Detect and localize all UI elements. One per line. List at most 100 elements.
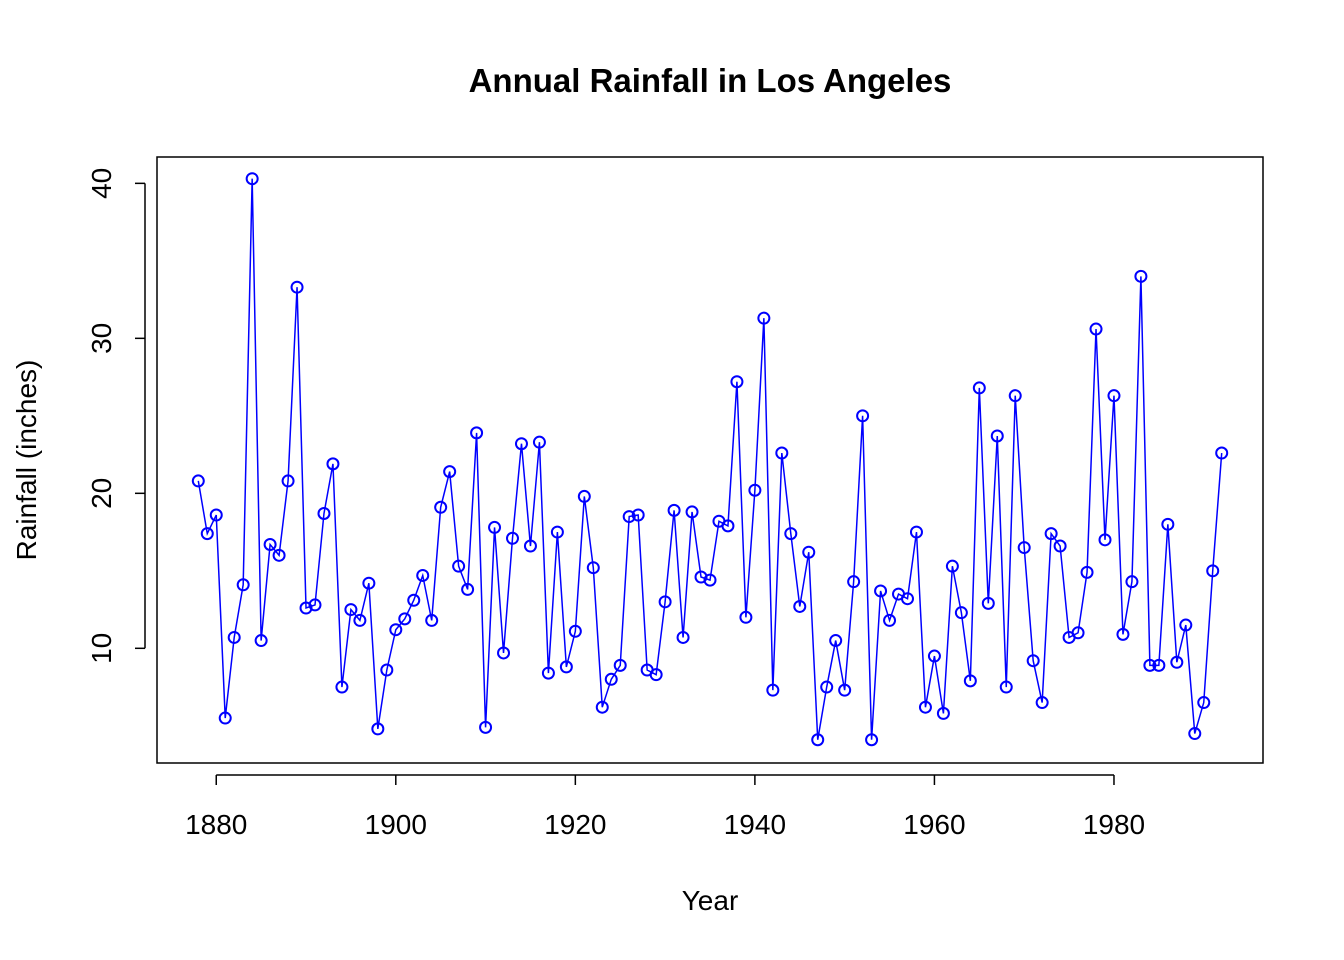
data-point	[883, 613, 897, 627]
x-tick-label: 1960	[903, 809, 965, 840]
data-point	[1080, 565, 1094, 579]
data-point	[1206, 564, 1220, 578]
data-point	[470, 426, 484, 440]
data-point	[380, 663, 394, 677]
data-point	[775, 446, 789, 460]
data-point	[595, 700, 609, 714]
data-point	[829, 634, 843, 648]
series-line	[197, 178, 1223, 740]
y-tick-label: 30	[86, 323, 117, 354]
data-point	[335, 680, 349, 694]
data-point	[784, 527, 798, 541]
data-point	[568, 624, 582, 638]
data-point	[1116, 627, 1130, 641]
data-point	[461, 582, 475, 596]
data-point	[479, 720, 493, 734]
data-point	[685, 505, 699, 519]
data-point	[1089, 322, 1103, 336]
data-point	[523, 539, 537, 553]
data-point	[353, 613, 367, 627]
data-point	[200, 527, 214, 541]
data-point	[1017, 541, 1031, 555]
data-point	[721, 519, 735, 533]
data-point	[1125, 575, 1139, 589]
x-axis: 1880 1900 1920 1940 1960 1980	[185, 774, 1145, 840]
data-point	[658, 595, 672, 609]
data-point	[577, 489, 591, 503]
x-tick-label: 1980	[1083, 809, 1145, 840]
data-point	[209, 508, 223, 522]
data-point	[676, 630, 690, 644]
data-point	[398, 612, 412, 626]
data-point	[586, 561, 600, 575]
data-point	[927, 649, 941, 663]
data-point	[631, 508, 645, 522]
chart-title: Annual Rainfall in Los Angeles	[469, 62, 952, 99]
data-point	[254, 634, 268, 648]
data-point	[1026, 654, 1040, 668]
data-point	[730, 375, 744, 389]
data-point	[945, 559, 959, 573]
data-point	[1071, 626, 1085, 640]
data-point	[703, 573, 717, 587]
data-point	[757, 311, 771, 325]
data-point	[227, 630, 241, 644]
data-point	[407, 593, 421, 607]
data-point	[452, 559, 466, 573]
data-point	[416, 568, 430, 582]
data-point	[901, 592, 914, 606]
data-point	[541, 666, 555, 680]
data-point	[263, 537, 277, 551]
data-point	[362, 576, 376, 590]
data-point	[838, 683, 852, 697]
data-point	[1044, 527, 1058, 541]
data-point	[1188, 727, 1202, 741]
y-tick-label: 10	[86, 633, 117, 664]
data-point	[936, 706, 950, 720]
data-point	[1035, 696, 1049, 710]
data-point	[550, 525, 564, 539]
data-point	[739, 610, 753, 624]
data-point	[1161, 517, 1175, 531]
data-point	[434, 500, 448, 514]
data-point	[999, 680, 1013, 694]
data-point	[317, 506, 331, 520]
data-point	[326, 457, 340, 471]
data-point	[344, 603, 358, 617]
data-point	[488, 520, 502, 534]
y-axis-label: Rainfall (inches)	[11, 360, 42, 561]
data-point	[1107, 389, 1121, 403]
data-point	[649, 668, 663, 682]
data-point	[1170, 655, 1184, 669]
data-point	[532, 435, 546, 449]
data-point	[308, 598, 322, 612]
plot-frame	[156, 156, 1264, 764]
data-point	[290, 280, 304, 294]
data-point	[909, 525, 923, 539]
data-point	[1008, 389, 1022, 403]
data-point	[856, 409, 870, 423]
data-point	[389, 623, 403, 637]
data-point	[497, 646, 511, 660]
data-point	[667, 503, 681, 517]
data-point	[918, 700, 932, 714]
data-point	[218, 711, 232, 725]
data-point	[972, 381, 986, 395]
data-point	[281, 474, 295, 488]
x-axis-label: Year	[682, 885, 739, 916]
data-point	[981, 596, 995, 610]
y-axis: 10 20 30 40	[86, 168, 146, 664]
data-point	[1215, 446, 1229, 460]
data-point	[1053, 539, 1067, 553]
x-tick-label: 1940	[724, 809, 786, 840]
data-point	[963, 674, 977, 688]
data-point	[506, 531, 519, 545]
data-point	[1143, 658, 1157, 672]
data-point	[245, 172, 259, 186]
data-point	[191, 474, 205, 488]
x-tick-label: 1920	[544, 809, 606, 840]
data-point	[802, 545, 816, 559]
y-tick-label: 40	[86, 168, 117, 199]
data-point	[272, 548, 286, 562]
data-point	[514, 437, 528, 451]
